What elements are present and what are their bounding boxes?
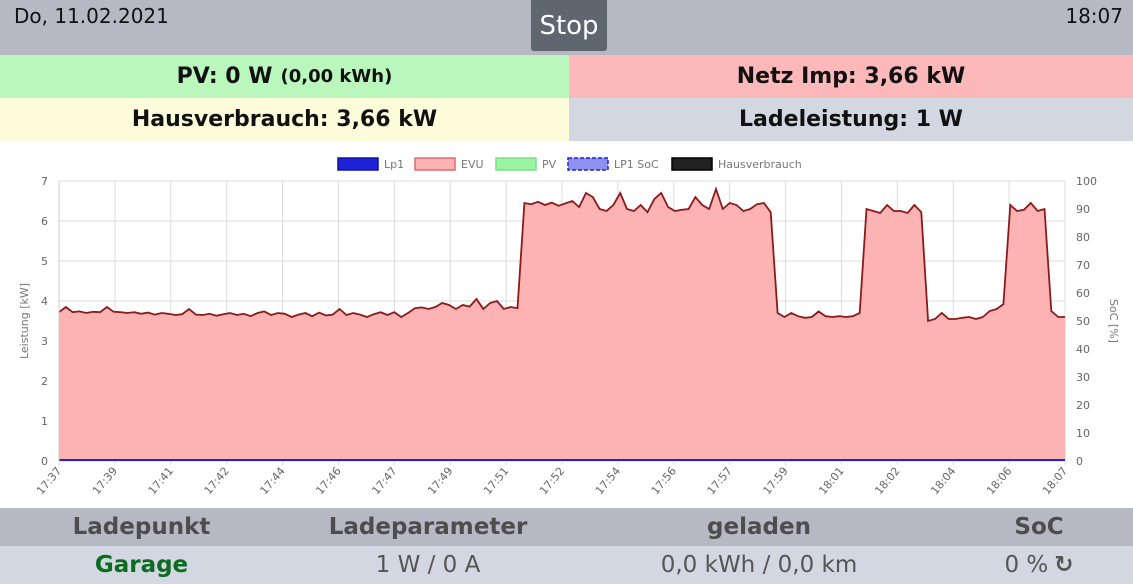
legend-label: EVU — [461, 158, 484, 171]
legend-swatch — [337, 157, 379, 171]
x-tick-label: 17:39 — [90, 465, 120, 498]
x-tick-label: 17:59 — [761, 465, 791, 498]
y-tick-label: 4 — [41, 295, 48, 308]
legend-swatch — [414, 157, 456, 171]
y2-tick-label: 20 — [1076, 399, 1090, 412]
chart-plot — [58, 186, 1065, 461]
y2-tick-label: 100 — [1076, 175, 1097, 188]
y2-tick-label: 30 — [1076, 371, 1090, 384]
power-chart: Lp1 EVU PV LP1 SoC Hausverbrauch 01234567010… — [18, 157, 1120, 498]
y2-tick-label: 80 — [1076, 231, 1090, 244]
top-bar: Do, 11.02.2021 Stop 18:07 — [0, 0, 1133, 55]
x-tick-label: 18:07 — [1040, 465, 1070, 498]
y2-tick-label: 0 — [1076, 455, 1083, 468]
pv-value: PV: 0 W — [176, 64, 273, 89]
x-tick-label: 17:57 — [705, 465, 735, 498]
x-tick-label: 17:54 — [593, 465, 623, 498]
header-soc: SoC — [1014, 514, 1064, 540]
legend-swatch — [567, 157, 609, 171]
y-tick-label: 6 — [41, 215, 48, 228]
y2-tick-label: 40 — [1076, 343, 1090, 356]
evu-line — [58, 186, 1065, 323]
pv-energy: (0,00 kWh) — [280, 66, 393, 87]
y-axis-label: Leistung [kW] — [18, 283, 31, 359]
house-consumption-tile: Hausverbrauch: 3,66 kW — [0, 98, 569, 141]
legend-swatch — [671, 157, 713, 171]
legend-label: LP1 SoC — [614, 158, 659, 171]
chargepoint-name[interactable]: Garage — [94, 552, 189, 578]
refresh-icon[interactable]: ↻ — [1054, 552, 1074, 578]
y2-tick-label: 70 — [1076, 259, 1090, 272]
x-tick-label: 18:06 — [984, 465, 1014, 498]
y2-tick-label: 90 — [1076, 203, 1090, 216]
charge-parameters: 1 W / 0 A — [375, 552, 481, 578]
legend-label: Lp1 — [384, 158, 404, 171]
x-tick-label: 17:51 — [481, 465, 511, 498]
x-tick-label: 17:41 — [146, 465, 176, 498]
time-label: 18:07 — [1065, 4, 1123, 28]
y-tick-label: 7 — [41, 175, 48, 188]
y-tick-label: 0 — [41, 455, 48, 468]
header-geladen: geladen — [707, 514, 811, 540]
charging-power-tile: Ladeleistung: 1 W — [569, 98, 1133, 141]
y-tick-label: 2 — [41, 375, 48, 388]
legend-label: PV — [542, 158, 557, 171]
legend-swatch — [495, 157, 537, 171]
x-tick-label: 17:37 — [34, 465, 64, 498]
header-ladepunkt: Ladepunkt — [72, 514, 211, 540]
x-tick-label: 18:01 — [816, 465, 846, 498]
x-tick-label: 17:44 — [258, 465, 288, 498]
grid-import-tile: Netz Imp: 3,66 kW — [569, 55, 1133, 98]
y2-axis-label: SoC [%] — [1107, 299, 1120, 343]
x-tick-label: 17:56 — [649, 465, 679, 498]
pv-tile: PV: 0 W (0,00 kWh) — [0, 55, 569, 98]
chargepoint-row[interactable]: Garage 1 W / 0 A 0,0 kWh / 0,0 km 0 % ↻ — [0, 546, 1133, 584]
x-tick-label: 17:47 — [369, 465, 399, 498]
chart-legend[interactable]: Lp1 EVU PV LP1 SoC Hausverbrauch — [337, 157, 802, 171]
legend-label: Hausverbrauch — [718, 158, 802, 171]
evu-area — [59, 189, 1065, 461]
y-tick-label: 3 — [41, 335, 48, 348]
x-tick-label: 17:42 — [202, 465, 232, 498]
y2-tick-label: 50 — [1076, 315, 1090, 328]
x-tick-label: 18:04 — [928, 465, 958, 498]
x-tick-label: 17:49 — [425, 465, 455, 498]
stop-button[interactable]: Stop — [531, 0, 607, 51]
charged-amount: 0,0 kWh / 0,0 km — [660, 552, 858, 578]
y-tick-label: 5 — [41, 255, 48, 268]
chargepoint-table-header: Ladepunkt Ladeparameter geladen SoC — [0, 508, 1133, 546]
x-tick-label: 17:46 — [313, 465, 343, 498]
y2-tick-label: 10 — [1076, 427, 1090, 440]
x-tick-label: 18:02 — [872, 465, 902, 498]
header-ladeparameter: Ladeparameter — [328, 514, 528, 540]
y-tick-label: 1 — [41, 415, 48, 428]
date-label: Do, 11.02.2021 — [14, 4, 169, 28]
y2-tick-label: 60 — [1076, 287, 1090, 300]
x-tick-label: 17:52 — [537, 465, 567, 498]
soc-value: 0 % — [1004, 552, 1049, 578]
soc-cell: 0 % ↻ — [945, 546, 1133, 584]
